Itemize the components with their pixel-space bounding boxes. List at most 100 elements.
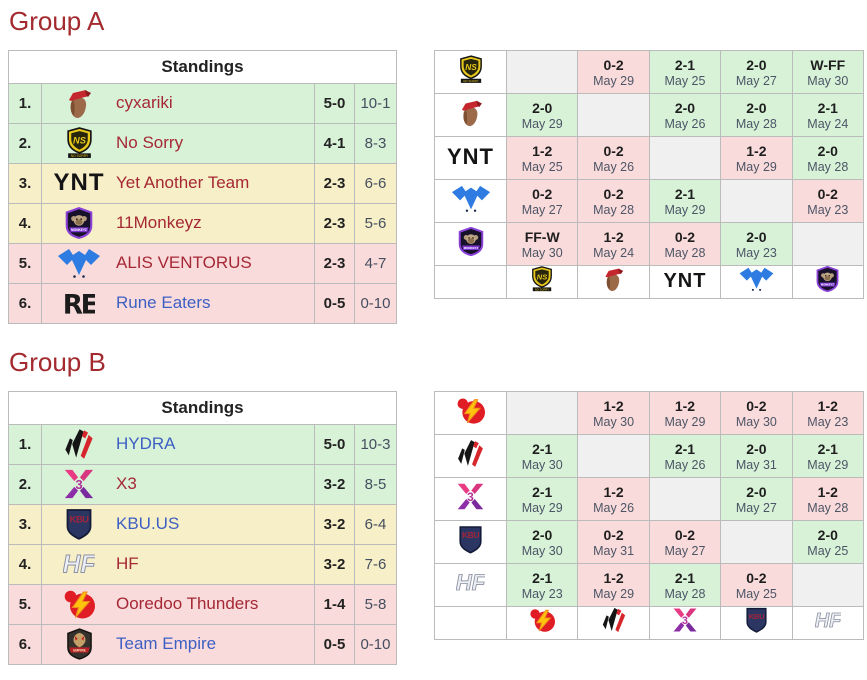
team-link[interactable]: X3 — [116, 474, 137, 494]
x3-logo-icon[interactable]: 3 — [648, 605, 722, 640]
match-result-cell: 2-1 May 28 — [648, 562, 722, 607]
standings-row: 1. HYDRA 5-0 10-3 — [8, 423, 398, 465]
empire-logo-icon[interactable]: EMPIRE — [42, 628, 116, 660]
match-date: May 29 — [807, 458, 849, 473]
svg-text:NO SORRY: NO SORRY — [70, 155, 88, 159]
group-b-section: Group B Standings 1. HYDRA 5-0 10-3 2. 3 X3 3… — [0, 324, 867, 665]
nosorry-logo-icon[interactable]: NS NO SORRY — [505, 264, 579, 299]
kbu-logo-icon[interactable]: KBU — [720, 605, 793, 640]
rank-cell: 6. — [8, 282, 42, 324]
svg-text:3: 3 — [682, 615, 688, 627]
match-date: May 30 — [521, 544, 563, 559]
alis-logo-icon[interactable] — [434, 178, 507, 223]
match-result-cell: 2-0 May 30 — [505, 519, 579, 564]
ooredoo-logo-icon[interactable] — [42, 588, 116, 620]
hydra-logo-icon[interactable] — [434, 433, 507, 478]
team-link[interactable]: KBU.US — [116, 514, 180, 534]
x3-logo-icon[interactable]: 3 — [42, 468, 116, 500]
standings-row: 4. MONKEYZ 11Monkeyz 2-3 5-6 — [8, 202, 398, 244]
self-matchup-cell — [505, 390, 579, 435]
ynt-logo-icon[interactable]: YNT — [648, 264, 722, 299]
team-cell: KBU KBU.US — [41, 503, 315, 545]
ynt-logo-icon[interactable]: YNT — [53, 169, 105, 197]
match-result-cell: 1-2 May 25 — [505, 135, 579, 180]
svg-text:KBU: KBU — [69, 515, 89, 526]
match-date: May 26 — [593, 501, 635, 516]
team-link[interactable]: Ooredoo Thunders — [116, 594, 259, 614]
svg-text:MONKEYZ: MONKEYZ — [71, 229, 87, 233]
match-date: May 29 — [521, 117, 563, 132]
rank-cell: 5. — [8, 242, 42, 284]
cyxariki-logo-icon[interactable] — [42, 87, 116, 119]
standings-row: 5. ALIS VENTORUS 2-3 4-7 — [8, 242, 398, 284]
match-result-cell: 2-1 May 30 — [505, 433, 579, 478]
match-date: May 27 — [664, 544, 706, 559]
match-score: 2-0 — [817, 527, 838, 544]
monkeyz-logo-icon[interactable]: MONKEYZ — [791, 264, 865, 299]
match-result-cell: 2-0 May 28 — [720, 92, 793, 137]
monkeyz-logo-icon[interactable]: MONKEYZ — [42, 207, 116, 240]
match-result-cell: W-FF May 30 — [791, 49, 865, 94]
cyxariki-logo-icon[interactable] — [434, 92, 507, 137]
match-score: 0-2 — [746, 570, 767, 587]
match-score: 2-1 — [532, 570, 553, 587]
kbu-logo-icon[interactable]: KBU — [434, 519, 507, 564]
match-score: 1-2 — [817, 398, 838, 415]
team-link[interactable]: 11Monkeyz — [116, 213, 202, 233]
rune-logo-icon[interactable]: RE — [42, 287, 116, 320]
team-cell: HYDRA — [41, 423, 315, 465]
match-result-cell: 1-2 May 29 — [720, 135, 793, 180]
group-a-section: Group A Standings 1. cyxariki 5-0 10-1 2. N… — [0, 0, 867, 324]
ooredoo-logo-icon[interactable] — [505, 605, 579, 640]
kbu-logo-icon[interactable]: KBU — [42, 508, 116, 541]
rank-cell: 2. — [8, 122, 42, 164]
match-result-cell: 2-0 May 28 — [791, 135, 865, 180]
svg-text:NO SORRY: NO SORRY — [463, 79, 479, 83]
team-link[interactable]: HYDRA — [116, 434, 176, 454]
team-link[interactable]: HF — [116, 554, 139, 574]
ynt-logo-icon[interactable]: YNT — [434, 135, 507, 180]
svg-text:NO SORRY: NO SORRY — [535, 288, 549, 292]
crosstable-row: MONKEYZ FF-W May 30 1-2 May 24 0-2 May 28 2-0 Ma… — [434, 221, 865, 266]
match-date: May 25 — [521, 160, 563, 175]
monkeyz-logo-icon[interactable]: MONKEYZ — [434, 221, 507, 266]
team-cell: 3 X3 — [41, 463, 315, 505]
self-matchup-cell — [577, 92, 650, 137]
team-link[interactable]: Team Empire — [116, 634, 217, 654]
rank-cell: 1. — [8, 82, 42, 124]
team-link[interactable]: cyxariki — [116, 93, 173, 113]
x3-logo-icon[interactable]: 3 — [434, 476, 507, 521]
hydra-logo-icon[interactable] — [577, 605, 650, 640]
standings-row: 2. NS NO SORRY No Sorry 4-1 8-3 — [8, 122, 398, 164]
team-link[interactable]: No Sorry — [116, 133, 184, 153]
team-link[interactable]: Yet Another Team — [116, 173, 250, 193]
team-link[interactable]: ALIS VENTORUS — [116, 253, 252, 273]
match-score: 2-1 — [817, 100, 838, 117]
ooredoo-logo-icon[interactable] — [434, 390, 507, 435]
nosorry-logo-icon[interactable]: NS NO SORRY — [434, 49, 507, 94]
match-result-cell: 0-2 May 28 — [577, 178, 650, 223]
team-link[interactable]: Rune Eaters — [116, 293, 211, 313]
nosorry-logo-icon[interactable]: NS NO SORRY — [42, 127, 116, 159]
match-date: May 29 — [593, 587, 635, 602]
game-record: 4-7 — [353, 242, 398, 284]
match-score: W-FF — [810, 57, 846, 74]
game-record: 5-6 — [353, 202, 398, 244]
hf-logo-icon[interactable]: HF — [42, 548, 116, 580]
cyxariki-logo-icon[interactable] — [577, 264, 650, 299]
hf-logo-icon[interactable]: HF — [791, 605, 865, 640]
match-score: 2-1 — [532, 441, 553, 458]
match-result-cell: 0-2 May 23 — [791, 178, 865, 223]
match-date: May 24 — [593, 246, 635, 261]
match-record: 1-4 — [313, 583, 355, 625]
alis-logo-icon[interactable] — [720, 264, 793, 299]
match-date: May 28 — [807, 160, 849, 175]
match-date: May 26 — [664, 117, 706, 132]
match-score: 2-0 — [817, 143, 838, 160]
hf-logo-icon[interactable]: HF — [434, 562, 507, 607]
alis-logo-icon[interactable] — [42, 247, 116, 279]
crosstable-footer-row: 3 KBU HF — [434, 605, 865, 640]
hydra-logo-icon[interactable] — [42, 428, 116, 460]
match-score: 0-2 — [532, 186, 553, 203]
match-score: 2-0 — [532, 527, 553, 544]
